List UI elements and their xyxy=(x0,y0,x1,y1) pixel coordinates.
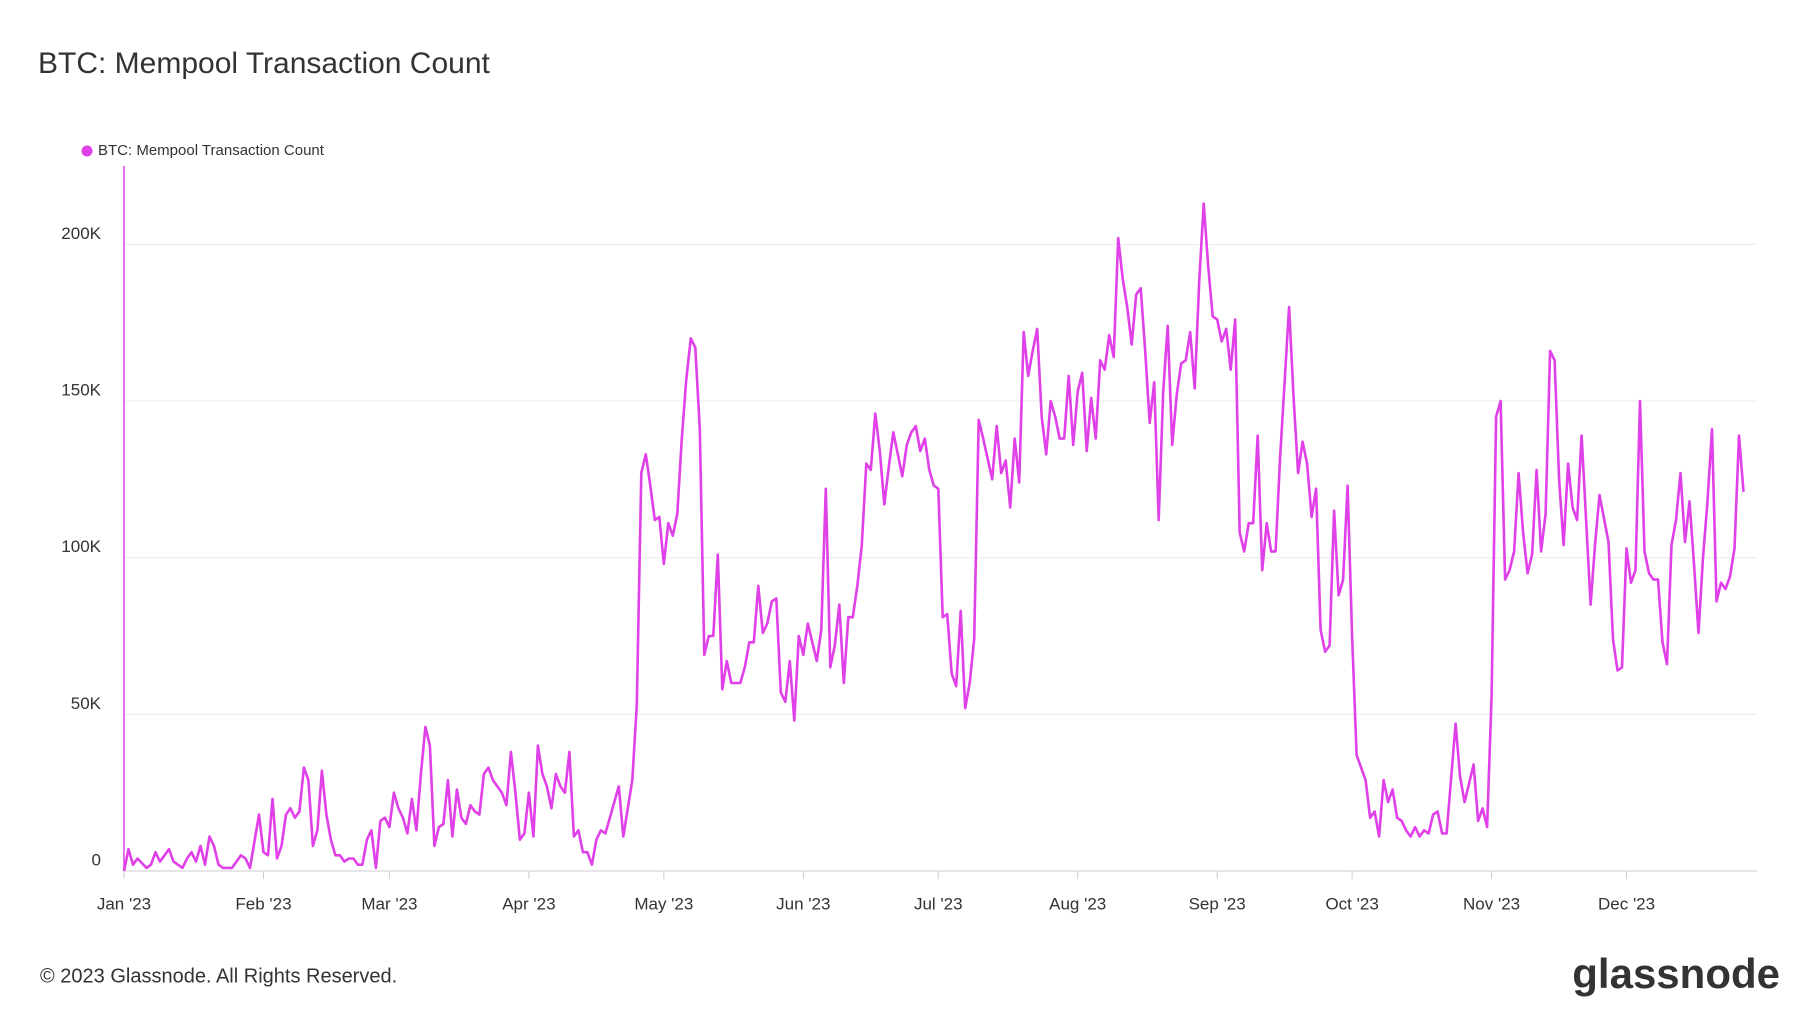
x-tick-label: Sep '23 xyxy=(1189,894,1246,913)
legend-label: BTC: Mempool Transaction Count xyxy=(98,142,325,159)
data-line xyxy=(122,202,1745,872)
y-tick-label: 50K xyxy=(71,694,102,713)
y-tick-label: 150K xyxy=(61,380,101,399)
x-tick-label: Oct '23 xyxy=(1325,894,1378,913)
y-tick-label: 0 xyxy=(92,850,101,869)
x-tick-label: Apr '23 xyxy=(502,894,555,913)
x-tick-label: Jul '23 xyxy=(914,894,963,913)
x-tick-label: Nov '23 xyxy=(1463,894,1520,913)
x-tick-label: Jan '23 xyxy=(97,894,151,913)
footer: © 2023 Glassnode. All Rights Reserved. xyxy=(40,965,397,987)
x-tick-label: Jun '23 xyxy=(776,894,830,913)
x-tick-label: Dec '23 xyxy=(1598,894,1655,913)
y-tick-label: 200K xyxy=(61,224,101,243)
x-tick-label: May '23 xyxy=(634,894,693,913)
chart-title: BTC: Mempool Transaction Count xyxy=(38,47,491,80)
legend-marker xyxy=(81,145,93,157)
x-tick-label: Feb '23 xyxy=(235,894,291,913)
y-tick-label: 100K xyxy=(61,537,101,556)
brand-logo: glassnode xyxy=(1572,950,1780,997)
x-tick-label: Mar '23 xyxy=(361,894,417,913)
x-tick-label: Aug '23 xyxy=(1049,894,1106,913)
